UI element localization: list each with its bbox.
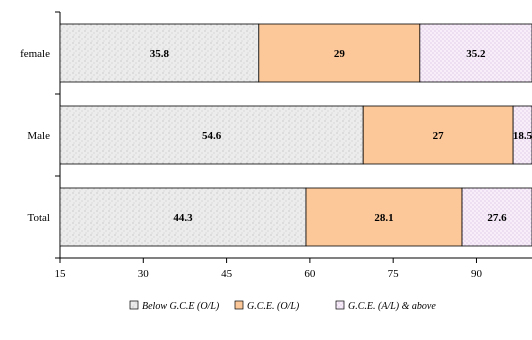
data-label: 54.6 (202, 130, 222, 142)
category-label: female (20, 48, 50, 60)
bar-segment (59, 187, 307, 247)
bar-segment (59, 23, 260, 83)
legend-label: G.C.E. (O/L) (247, 301, 300, 312)
x-tick-label: 75 (388, 268, 400, 280)
legend-label: G.C.E. (A/L) & above (348, 301, 436, 312)
category-label: Total (28, 212, 50, 224)
data-label: 29 (334, 48, 346, 60)
x-tick-label: 30 (138, 268, 150, 280)
bar-segment (419, 23, 532, 83)
data-label: 27.6 (487, 212, 507, 224)
legend-swatch (129, 300, 139, 310)
bar-segment (59, 105, 364, 165)
data-label: 28.1 (374, 212, 393, 224)
data-label: 27 (433, 130, 445, 142)
data-label: 35.2 (466, 48, 486, 60)
data-label: 44.3 (173, 212, 193, 224)
data-label: 18.5 (513, 130, 532, 142)
x-tick-label: 60 (304, 268, 316, 280)
x-tick-label: 15 (55, 268, 67, 280)
category-label: Male (27, 130, 50, 142)
x-tick-label: 90 (471, 268, 483, 280)
plot-area: 15 30 45 60 75 90 female 35.8 29 35.2 Male 54.6 27 18… (20, 11, 532, 280)
bar-segment (461, 187, 532, 247)
bar-segment (258, 23, 421, 83)
legend-swatch (335, 300, 345, 310)
legend-label: Below G.C.E (O/L) (142, 301, 220, 312)
legend-swatch (234, 300, 244, 310)
x-tick-label: 45 (221, 268, 233, 280)
bar-segment (362, 105, 514, 165)
legend: Below G.C.E (O/L) G.C.E. (O/L) G.C.E. (A/L… (129, 300, 436, 312)
bar-segment (305, 187, 463, 247)
data-label: 35.8 (150, 48, 170, 60)
